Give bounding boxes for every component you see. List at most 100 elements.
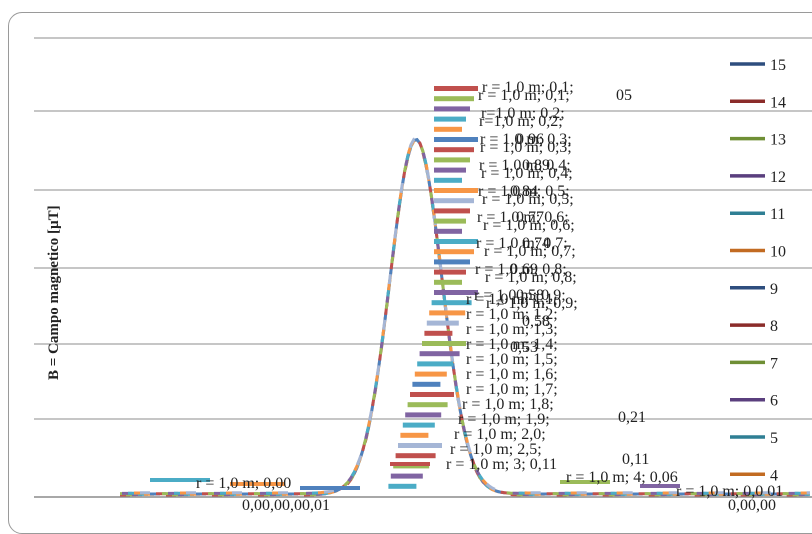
peak-data-label: r = 1,0 m; 0,4;: [481, 165, 573, 182]
peak-data-value: 0,74: [522, 235, 550, 252]
data-label-bar: [424, 330, 453, 336]
peak-data-label: r = 1,0 m; 0,5;: [482, 191, 574, 208]
data-label-bar: [434, 116, 466, 122]
data-label-bar: [434, 147, 474, 153]
bottom-data-label: r = 1,0 m; 4; 0,06: [566, 469, 678, 486]
peak-data-label: r=1,0 m; 0,2;: [481, 105, 565, 122]
data-label-bar: [388, 483, 417, 489]
mid-data-value: 0,11: [622, 451, 649, 468]
series-line: [120, 137, 810, 495]
peak-data-value: 0,58: [516, 287, 544, 304]
mid-data-label: r = 1,0 m; 1,7;: [466, 381, 558, 398]
legend-label: 13: [770, 132, 786, 149]
legend-label: 15: [770, 57, 786, 74]
mid-data-label: r = 1,0 m; 1,6;: [466, 366, 558, 383]
peak-data-label: r = 1,0 m; 0,9;: [474, 287, 566, 304]
peak-data-value: 0,69: [510, 261, 538, 278]
data-labels: r = 1,0 m; 0,1;r = 1,0 m; 0,1;r=1,0 m; 0…: [196, 79, 783, 514]
peak-data-label: r = 1,0 m; 0,3;: [480, 131, 572, 148]
mid-data-label: r = 1,0 m; 1,8;: [462, 396, 554, 413]
bottom-data-value: 0,00,00: [728, 497, 776, 514]
data-label-bar: [434, 137, 478, 142]
mid-data-label: r = 1,0 m; 1,5;: [466, 351, 558, 368]
data-label-bar: [434, 167, 466, 173]
data-label-bar: [434, 279, 462, 285]
peak-data-value: 0,77: [516, 209, 544, 226]
data-label-bar: [150, 478, 210, 482]
data-label-bar: [434, 96, 474, 102]
legend-label: 12: [770, 169, 786, 186]
legend-label: 11: [770, 206, 785, 223]
peak-data-label: r = 1,0 m; 0,1;: [482, 79, 574, 96]
series-lines: [120, 136, 810, 497]
data-label-bar: [300, 486, 360, 490]
mid-data-label: r = 1,0 m; 2,5;: [450, 441, 542, 458]
data-label-bar: [434, 228, 462, 234]
peak-data-label: r=1,0 m; 0,2;: [479, 113, 563, 130]
data-label-bar: [434, 106, 470, 112]
legend-label: 9: [770, 281, 778, 298]
peak-data-value: 0,89: [522, 157, 550, 174]
data-label-bar: [434, 126, 462, 132]
legend-label: 8: [770, 318, 778, 335]
data-label-bar: [431, 300, 472, 306]
data-label-bar: [429, 310, 466, 316]
mid-data-label: r = 1,0 m; 1,4;: [466, 336, 558, 353]
mid-data-label: r = 1,0 m; 1,1;: [466, 291, 558, 308]
data-label-bar: [230, 482, 285, 486]
series-line: [120, 137, 810, 496]
data-label-bar: [434, 249, 474, 255]
legend-label: 7: [770, 355, 778, 372]
data-label-bar: [434, 177, 462, 183]
data-label-bar: [402, 422, 435, 428]
legend-label: 10: [770, 244, 786, 261]
gridlines: [34, 37, 812, 498]
peak-data-label: r = 1,0 m; 0,6;: [477, 209, 569, 226]
legend-label: 6: [770, 393, 778, 410]
data-label-bar: [419, 351, 460, 357]
peak-data-label: r = 1,0 m; 0,7;: [476, 235, 568, 252]
bottom-data-label: r = 1,0 m; 0,00: [196, 475, 291, 492]
peak-data-value: 0,58: [522, 313, 550, 330]
legend-label: 14: [770, 94, 786, 111]
data-label-bar: [390, 462, 430, 466]
data-label-bar: [414, 371, 447, 377]
data-label-bar: [410, 392, 454, 397]
legend-label: 4: [770, 467, 778, 484]
legend-label: 5: [770, 430, 778, 447]
data-label-bar: [405, 412, 442, 418]
line-chart: r = 1,0 m; 0,1;r = 1,0 m; 0,1;r=1,0 m; 0…: [34, 37, 812, 514]
peak-data-label: r = 1,0 m; 0,8;: [475, 261, 567, 278]
peak-data-value: 0,84: [510, 183, 538, 200]
data-label-bar: [434, 269, 466, 275]
data-label-bar: [434, 157, 470, 163]
peak-data-label: r = 1,0 m; 0,5;: [478, 183, 570, 200]
data-label-bar: [400, 432, 429, 438]
peak-data-value: 05: [616, 87, 632, 104]
data-label-bar: [640, 484, 680, 488]
data-label-bar: [434, 86, 478, 91]
data-label-bar: [434, 290, 478, 295]
bottom-data-label: r = 1,0 m; 0,0 01: [676, 483, 783, 500]
mid-data-label: r = 1,0 m; 1,9;: [458, 411, 550, 428]
data-label-bar: [434, 198, 474, 204]
peak-data-value: 0,53: [510, 339, 538, 356]
mid-data-value: 0,21: [618, 409, 646, 426]
data-label-bar: [412, 381, 441, 387]
peak-data-label: r = 1,0 m; 0,8;: [485, 269, 577, 286]
data-label-bar: [395, 453, 436, 459]
peak-data-label: r = 1,0 m; 0,9;: [486, 295, 578, 312]
data-label-bar: [417, 361, 454, 367]
data-label-bar: [434, 259, 470, 265]
data-label-bars: [150, 86, 680, 490]
mid-data-label: r = 1,0 m; 1,3;: [466, 321, 558, 338]
data-label-bar: [407, 402, 448, 408]
data-label-bar: [434, 239, 478, 244]
data-label-bar: [560, 480, 610, 484]
mid-data-label: r = 1,0 m; 3; 0,11: [446, 456, 557, 473]
peak-data-label: r = 1,0 m; 0,3;: [480, 139, 572, 156]
bottom-data-value: 0,00,00,00,01: [242, 497, 330, 514]
data-label-bar: [426, 320, 459, 326]
data-label-bar: [434, 188, 478, 193]
mid-data-label: r = 1,0 m; 2,0;: [454, 426, 546, 443]
